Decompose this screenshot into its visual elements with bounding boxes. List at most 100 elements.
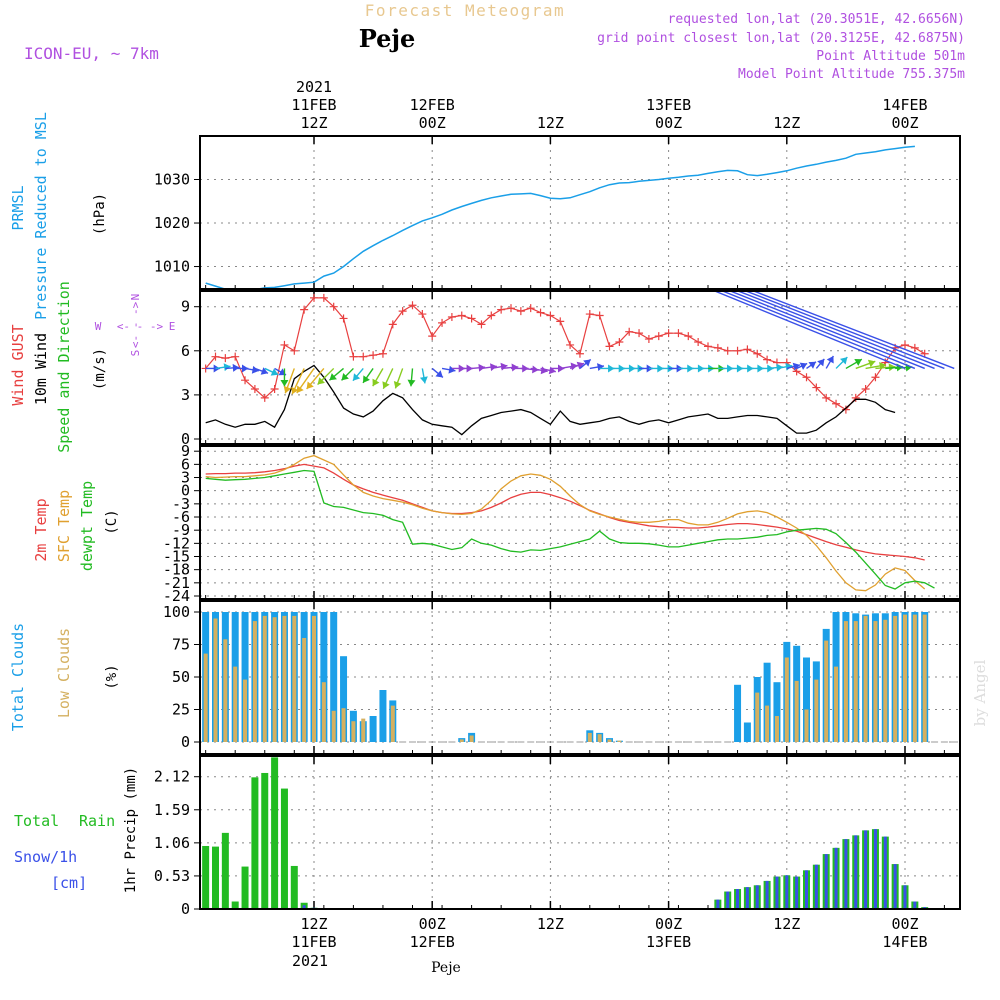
wind-arrow-head — [382, 381, 390, 389]
credit-watermark: by Angel — [971, 659, 989, 726]
wind-arrow — [738, 292, 935, 370]
cloud-low-bar — [834, 666, 839, 742]
cloud-low-bar — [341, 708, 346, 742]
gust-point — [910, 343, 919, 352]
gust-point — [241, 376, 250, 385]
compass-s: S — [129, 350, 142, 357]
cloud-total-bar — [241, 612, 249, 742]
gust-point — [841, 405, 850, 414]
y-tick-label: -18 — [163, 561, 190, 579]
gust-point — [743, 345, 752, 354]
compass-arrow-vertical: <- - -> — [129, 301, 142, 348]
gust-point — [585, 310, 594, 319]
cloud-low-bar — [351, 721, 356, 742]
snow-bar — [913, 901, 917, 908]
gust-point — [487, 311, 496, 320]
wind-arrow-head — [808, 361, 817, 369]
wind-label: 10m Wind — [32, 333, 50, 405]
cloud-low-bar — [922, 614, 927, 742]
y-tick-label: 3 — [181, 386, 190, 404]
snow-bar — [745, 887, 749, 908]
bottom-day-label: 12FEB — [410, 933, 455, 951]
gust-point — [694, 337, 703, 346]
y-tick-label: 0 — [181, 482, 190, 500]
compass-legend: N <- - -> S W <- - -> E — [95, 294, 176, 357]
snow-bar — [736, 889, 740, 908]
top-day-label: 13FEB — [646, 96, 691, 114]
wind-arrow-head — [511, 363, 519, 372]
snow-bar — [805, 870, 808, 908]
model-altitude: Model Point Altitude 755.375m — [738, 67, 965, 82]
compass-arrow-horizontal: <- - -> — [117, 320, 164, 333]
y-tick-label: -15 — [163, 548, 190, 566]
wind-arrow-head — [826, 355, 834, 364]
cloud-low-bar — [903, 614, 907, 742]
gust-point — [280, 340, 289, 349]
bottom-hour-label: 12Z — [537, 915, 564, 933]
snow-bar — [864, 830, 868, 908]
wind-arrow-head — [799, 362, 808, 370]
gust-point — [704, 342, 712, 351]
gust-point — [359, 352, 368, 361]
gust-label: Wind GUST — [9, 324, 27, 405]
wind-arrow-head — [407, 379, 416, 387]
compass-e: E — [169, 320, 176, 333]
cloud-total-bar — [379, 690, 387, 742]
y-tick-label: 50 — [172, 668, 190, 686]
gust-point — [556, 317, 565, 326]
sfc-temp-label: SFC Temp — [55, 490, 73, 562]
wind-arrow-head — [490, 363, 497, 372]
wind-arrow-head — [296, 385, 304, 394]
gust-point — [575, 349, 584, 358]
gust-point — [674, 329, 683, 338]
snow-bar — [834, 847, 838, 908]
y-tick-label: 2.12 — [154, 768, 190, 786]
gust-point — [428, 332, 437, 341]
wind-series — [201, 292, 955, 436]
precip-total-bar — [261, 772, 269, 908]
bottom-hour-label: 12Z — [300, 915, 327, 933]
wind-arrow-head — [283, 385, 292, 394]
gust-point — [270, 385, 279, 394]
cloud-low-bar — [824, 640, 829, 742]
cloud-low-bar — [203, 653, 208, 742]
meteogram-title: Forecast Meteogram — [365, 1, 565, 20]
top-day-label: 11FEB — [291, 96, 336, 114]
y-tick-label: 0 — [181, 900, 190, 918]
gust-point — [605, 342, 614, 351]
low-clouds-label: Low Clouds — [55, 628, 73, 718]
cloud-low-bar — [272, 617, 277, 742]
cloud-total-bar — [803, 657, 810, 742]
gust-point — [654, 332, 663, 341]
gust-point — [566, 340, 575, 349]
cloud-low-bar — [774, 716, 779, 742]
gust-point — [290, 346, 299, 355]
cloud-total-bar — [734, 684, 742, 742]
point-altitude: Point Altitude 501m — [816, 49, 965, 64]
y-tick-label: 1030 — [154, 171, 190, 189]
gust-point — [615, 337, 624, 346]
wind-arrow-head — [583, 359, 591, 367]
gust-point — [635, 329, 644, 338]
cloud-low-bar — [597, 734, 602, 742]
cloud-low-bar — [912, 614, 917, 742]
gust-point — [812, 383, 821, 392]
y-tick-label: 9 — [181, 442, 190, 460]
wind-arrow-head — [270, 368, 279, 376]
bottom-hour-label: 00Z — [419, 915, 446, 933]
cloud-low-bar — [765, 705, 770, 742]
bottom-hour-label: 00Z — [891, 915, 918, 933]
cloud-low-bar — [607, 739, 612, 742]
cloud-low-bar — [469, 735, 474, 742]
top-hour-label: 00Z — [891, 114, 918, 132]
gust-point — [457, 311, 466, 320]
y-tick-label: 3 — [181, 469, 190, 487]
wind-arrow-head — [341, 372, 349, 381]
y-tick-label: 0.53 — [154, 867, 190, 885]
cloud-bars — [202, 612, 958, 743]
cloud-low-bar — [863, 615, 868, 742]
precip-total-bar — [202, 845, 210, 908]
y-tick-label: 0 — [181, 733, 190, 751]
